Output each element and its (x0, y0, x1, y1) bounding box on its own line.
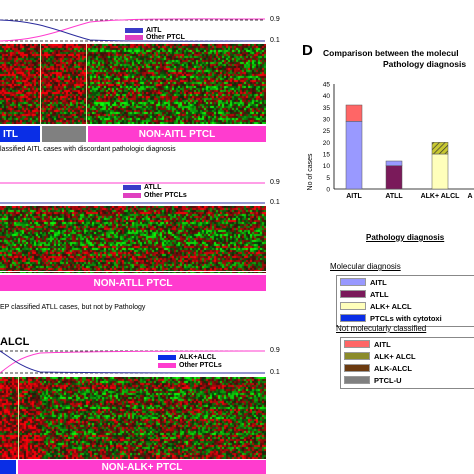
y-tick-label: 30 (323, 117, 331, 124)
panel-c-curves (0, 350, 266, 374)
panel-c-axis-bottom: 0.1 (270, 369, 280, 376)
legend-not-classified-swatch (344, 364, 370, 372)
panel-b-caption: EP classified ATLL cases, but not by Pat… (0, 304, 146, 311)
panel-a-bar-grey (42, 126, 86, 142)
panel-c-divider (18, 377, 19, 459)
legend-not-classified-label: ALK+ ALCL (374, 351, 416, 361)
x-tick-label: AITL (346, 193, 362, 200)
panel-d-x-axis-label: Pathology diagnosis (366, 233, 445, 242)
bar-segment-atll (385, 165, 403, 190)
legend-molecular-swatch (340, 314, 366, 322)
panel-b-curves (0, 182, 265, 204)
y-axis-label: No of cases (307, 153, 314, 190)
panel-b-heatmap (0, 206, 266, 274)
y-tick-label: 0 (326, 187, 330, 194)
legend-not-classified-label: AITL (374, 339, 391, 349)
legend-molecular-item: AITL (337, 276, 474, 288)
legend-molecular-swatch (340, 278, 366, 286)
legend-molecular-label: PTCLs with cytotoxi (370, 313, 442, 323)
panel-d-chart: No of cases 45 40 35 30 25 20 15 10 5 0 AITL ATLL A… (307, 82, 474, 200)
panel-b-border-line (0, 271, 266, 272)
panel-d-title-line2: Pathology diagnosis (383, 59, 467, 69)
legend-molecular-swatch (340, 290, 366, 298)
panel-a-legend-other: Other PTCL (125, 34, 185, 41)
legend-molecular-item: ATLL (337, 288, 474, 300)
panel-a-divider (86, 44, 87, 124)
panel-a-bar-aitl: ITL (0, 126, 40, 142)
panel-a-legend-aitl: AITL (125, 27, 162, 34)
y-tick-label: 20 (323, 140, 331, 147)
panel-c-axis-top: 0.9 (270, 347, 280, 354)
panel-a-axis-top: 0.9 (270, 16, 280, 23)
legend-molecular-item: ALK+ ALCL (337, 300, 474, 312)
x-tick-label: ATLL (385, 193, 403, 200)
y-tick-label: 10 (323, 163, 331, 170)
panel-b-legend-atll: ATLL (123, 184, 161, 191)
legend-molecular-swatch (340, 302, 366, 310)
legend-not-classified-title: Not molecularly classified (336, 324, 427, 333)
y-tick-label: 40 (323, 93, 331, 100)
panel-b-axis-bottom: 0.1 (270, 199, 280, 206)
y-tick-label: 5 (326, 175, 330, 182)
bar-segment-alk-alcl (431, 153, 449, 190)
legend-molecular-label: ATLL (370, 289, 389, 299)
panel-a-caption: lassified AITL cases with discordant pat… (0, 146, 176, 153)
x-tick-label: A (467, 193, 472, 200)
legend-not-classified-item: PTCL-U (341, 374, 474, 386)
legend-not-classified-item: AITL (341, 338, 474, 350)
legend-not-classified-item: ALK+ ALCL (341, 350, 474, 362)
legend-molecular-item: PTCLs with cytotoxi (337, 312, 474, 324)
legend-not-classified-swatch (344, 352, 370, 360)
y-tick-label: 25 (323, 128, 331, 135)
legend-not-classified-swatch (344, 340, 370, 348)
panel-c-heatmap (0, 377, 266, 459)
bar-segment-atll (385, 160, 403, 166)
panel-b-legend-other: Other PTCLs (123, 192, 187, 199)
x-tick-label: ALK+ ALCL (421, 193, 461, 200)
legend-not-classified-swatch (344, 376, 370, 384)
legend-molecular-box: AITL ATLL ALK+ ALCL PTCLs with cytotoxi (336, 275, 474, 327)
panel-a-heatmap (0, 44, 266, 124)
panel-a-divider (40, 44, 41, 124)
panel-a-bar-non-aitl: NON-AITL PTCL (88, 126, 266, 142)
panel-c-title: ALCL (0, 336, 30, 348)
legend-not-classified-box: AITL ALK+ ALCL ALK-ALCL PTCL-U (340, 337, 474, 389)
y-tick-label: 15 (323, 152, 331, 159)
legend-molecular-label: AITL (370, 277, 387, 287)
legend-molecular-title: Molecular diagnosis (330, 262, 401, 271)
panel-a-axis-bottom: 0.1 (270, 37, 280, 44)
bar-segment-aitl (345, 121, 363, 190)
legend-not-classified-label: PTCL-U (374, 375, 402, 385)
panel-b-bar-non-atll: NON-ATLL PTCL (0, 275, 266, 291)
panel-d-title-line1: Comparison between the molecul (323, 48, 459, 58)
legend-not-classified-item: ALK-ALCL (341, 362, 474, 374)
panel-c-legend-other: Other PTCLs (158, 362, 222, 369)
bar-segment-aitl (345, 104, 363, 122)
panel-c-bar-alk (0, 460, 16, 474)
panel-a-curves (0, 18, 266, 42)
panel-b-axis-top: 0.9 (270, 179, 280, 186)
bar-segment-alk-alcl (431, 142, 449, 155)
legend-molecular-label: ALK+ ALCL (370, 301, 412, 311)
panel-b-border-line (0, 273, 266, 274)
panel-c-legend-alk: ALK+ALCL (158, 354, 216, 361)
y-tick-label: 35 (323, 105, 331, 112)
panel-c-bar-non-alk: NON-ALK+ PTCL (18, 460, 266, 474)
panel-d-letter: D (302, 42, 313, 59)
y-tick-label: 45 (323, 82, 331, 89)
legend-not-classified-label: ALK-ALCL (374, 363, 412, 373)
